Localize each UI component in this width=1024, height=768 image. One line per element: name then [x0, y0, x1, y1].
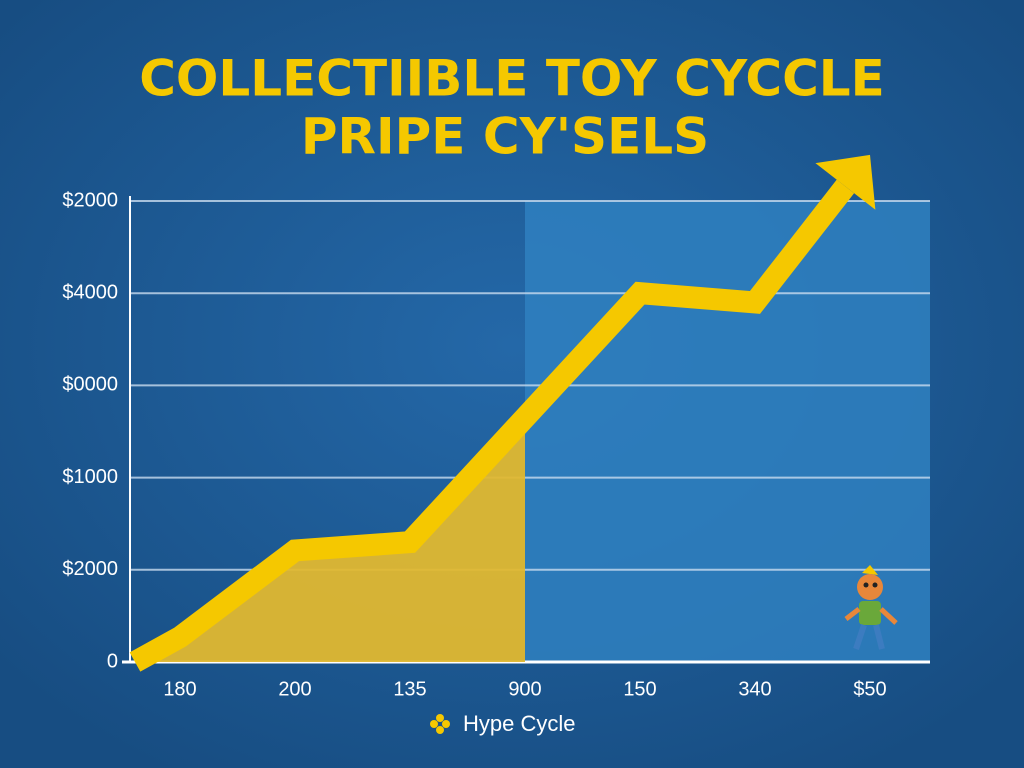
- y-tick-label: 0: [107, 650, 118, 672]
- x-tick-label: 180: [163, 678, 196, 700]
- x-tick-label: 340: [738, 678, 771, 700]
- x-tick-label: 135: [393, 678, 426, 700]
- legend-label: Hype Cycle: [463, 711, 575, 736]
- x-tick-label: 900: [508, 678, 541, 700]
- chart-title: COLLECTIIBLE TOY CYCCLE: [139, 50, 885, 108]
- x-tick-label: 200: [278, 678, 311, 700]
- trend-line: [129, 179, 855, 672]
- legend-icon: [430, 714, 450, 734]
- arrow-head: [815, 154, 876, 210]
- chart-subtitle: PRIPE CY'SELS: [301, 108, 709, 166]
- y-tick-label: $2000: [62, 558, 118, 580]
- legend: Hype Cycle: [430, 711, 575, 736]
- y-tick-label: $0000: [62, 374, 118, 396]
- y-tick-label: $1000: [62, 466, 118, 488]
- toy-figure: [844, 565, 898, 650]
- y-tick-label: $4000: [62, 281, 118, 303]
- y-tick-label: $2000: [62, 189, 118, 211]
- x-tick-label: 150: [623, 678, 656, 700]
- x-tick-label: $50: [853, 678, 886, 700]
- plot-area: 0 $2000 $1000 $0000 $4000 $2000 180 200 135 900 15…: [62, 154, 930, 700]
